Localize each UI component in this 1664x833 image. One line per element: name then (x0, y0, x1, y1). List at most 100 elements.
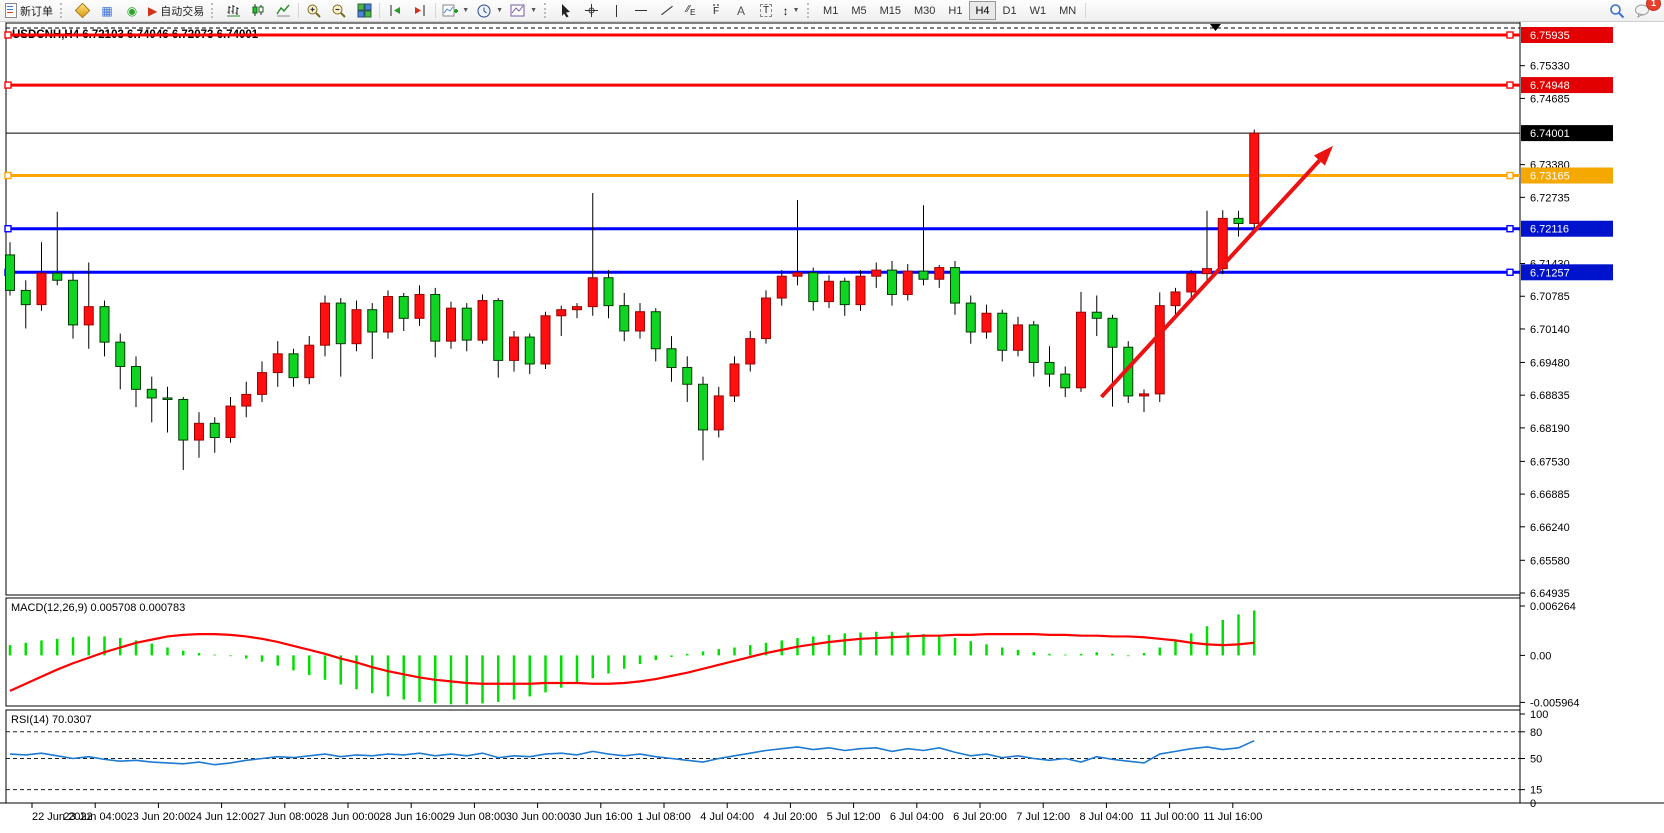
vertical-line-tool-button[interactable] (604, 1, 628, 21)
zoom-out-button[interactable] (327, 1, 351, 21)
trend-arrow-head (1313, 145, 1333, 166)
timeframe-d1[interactable]: D1 (1002, 4, 1017, 17)
templates-menu-button[interactable]: ▼ (507, 1, 540, 21)
cursor-tool-button[interactable] (554, 1, 578, 21)
rsi-label: RSI(14) 70.0307 (11, 714, 92, 726)
price-badge-label: 6.71257 (1530, 267, 1570, 279)
bar-chart-button[interactable] (221, 1, 245, 21)
hline-handle[interactable] (4, 31, 12, 39)
search-button[interactable] (1605, 1, 1629, 21)
candle (477, 300, 488, 341)
hline-handle[interactable] (1506, 31, 1514, 39)
candle (1060, 373, 1071, 389)
hline-handle[interactable] (1506, 268, 1514, 277)
hline-handle[interactable] (4, 81, 12, 89)
metaeditor-button[interactable] (70, 1, 94, 21)
hline-handle[interactable] (4, 225, 12, 233)
rsi-tick-label: 100 (1530, 709, 1548, 721)
hline-handle[interactable] (4, 171, 12, 180)
toolbar-grip[interactable] (807, 3, 813, 18)
candle (1091, 311, 1102, 319)
time-label: 29 Jun 08:00 (443, 811, 507, 823)
strategy-tester-button[interactable]: ◉ (120, 1, 144, 21)
rsi-series (6, 731, 1520, 791)
toolbar-grip[interactable] (544, 3, 550, 18)
timeframe-m1[interactable]: M1 (823, 4, 839, 17)
candle (493, 300, 504, 361)
candlestick-chart-button[interactable] (246, 1, 270, 21)
candle (509, 336, 519, 361)
trend-arrow[interactable] (1100, 145, 1333, 399)
candle (713, 395, 724, 431)
rsi-tick-label: 80 (1530, 727, 1542, 739)
candle (871, 269, 882, 277)
timeframe-m15[interactable]: M15 (879, 4, 902, 17)
candle (52, 272, 63, 281)
auto-scroll-button[interactable] (383, 1, 407, 21)
time-label: 30 Jun 00:00 (506, 811, 570, 823)
candle (666, 348, 677, 369)
price-tick-label: 6.69480 (1530, 357, 1570, 369)
timeframe-h1[interactable]: H1 (948, 4, 963, 17)
toolbar-grip[interactable] (211, 3, 217, 18)
zoom-in-button[interactable] (302, 1, 326, 21)
candle (761, 297, 771, 340)
new-order-button[interactable]: 新订单 (2, 1, 56, 21)
candle (5, 254, 15, 291)
candle (335, 302, 346, 345)
chart-shift-button[interactable] (408, 1, 432, 21)
time-label: 28 Jun 16:00 (379, 811, 443, 823)
chart-canvas[interactable]: USDCNH,H4 6.72103 6.74046 6.72073 6.7400… (0, 22, 1664, 833)
hline-handle[interactable] (1506, 225, 1514, 233)
time-label: 28 Jun 00:00 (316, 811, 380, 823)
hline-handle[interactable] (1506, 81, 1514, 89)
autotrading-button[interactable]: ▶ 自动交易 (145, 1, 207, 21)
candle (1107, 317, 1118, 348)
trend-arrow-shaft[interactable] (1100, 159, 1321, 399)
trendline-tool-button[interactable] (654, 1, 678, 21)
price-badge (1521, 27, 1613, 43)
crosshair-tool-button[interactable] (579, 1, 603, 21)
timeframe-m5[interactable]: M5 (851, 4, 867, 17)
arrows-tool-button[interactable]: ↕ ▼ (779, 1, 803, 21)
dropdown-caret: ▼ (462, 7, 470, 14)
candle (965, 302, 976, 333)
hline-handle[interactable] (1506, 171, 1514, 180)
macd-series (8, 610, 1256, 705)
notifications-button[interactable]: 1 (1630, 0, 1661, 21)
indicators-menu-button[interactable]: ▼ (439, 1, 472, 21)
time-label: 4 Jul 04:00 (700, 811, 754, 823)
chat-bubble-icon (1634, 4, 1649, 18)
price-tick-label: 6.68190 (1530, 423, 1570, 435)
candle (68, 279, 78, 326)
text-tool-button[interactable]: A (729, 1, 753, 21)
candle (824, 280, 834, 303)
fibonacci-tool-button[interactable]: F (704, 1, 728, 21)
price-badge (1521, 125, 1613, 142)
timeframe-w1[interactable]: W1 (1029, 4, 1047, 17)
candle (320, 302, 330, 346)
channel-tool-button[interactable]: ⁄⁄E (679, 1, 703, 21)
periodicity-menu-button[interactable]: ▼ (473, 1, 506, 21)
timeframe-h4[interactable]: H4 (969, 1, 996, 20)
tile-windows-button[interactable] (352, 1, 376, 21)
price-tick-label: 6.70140 (1530, 324, 1570, 336)
horizontal-lines[interactable] (4, 31, 1520, 277)
horizontal-line-tool-button[interactable] (629, 1, 653, 21)
candle (603, 277, 614, 307)
candle (194, 422, 204, 441)
line-chart-button[interactable] (271, 1, 295, 21)
data-window-button[interactable]: ▦ (95, 1, 119, 21)
toolbar-grip[interactable] (60, 3, 66, 18)
candle (855, 275, 866, 306)
timeframe-m30[interactable]: M30 (914, 4, 936, 17)
label-tool-button[interactable]: T (754, 1, 778, 21)
timeframe-mn[interactable]: MN (1059, 4, 1077, 17)
candle (887, 269, 897, 295)
time-label: 5 Jul 12:00 (827, 811, 881, 823)
macd-panel (5, 597, 1521, 707)
price-tick-label: 6.64935 (1530, 588, 1570, 600)
zoom-out-icon (332, 4, 346, 18)
candle (241, 393, 252, 407)
